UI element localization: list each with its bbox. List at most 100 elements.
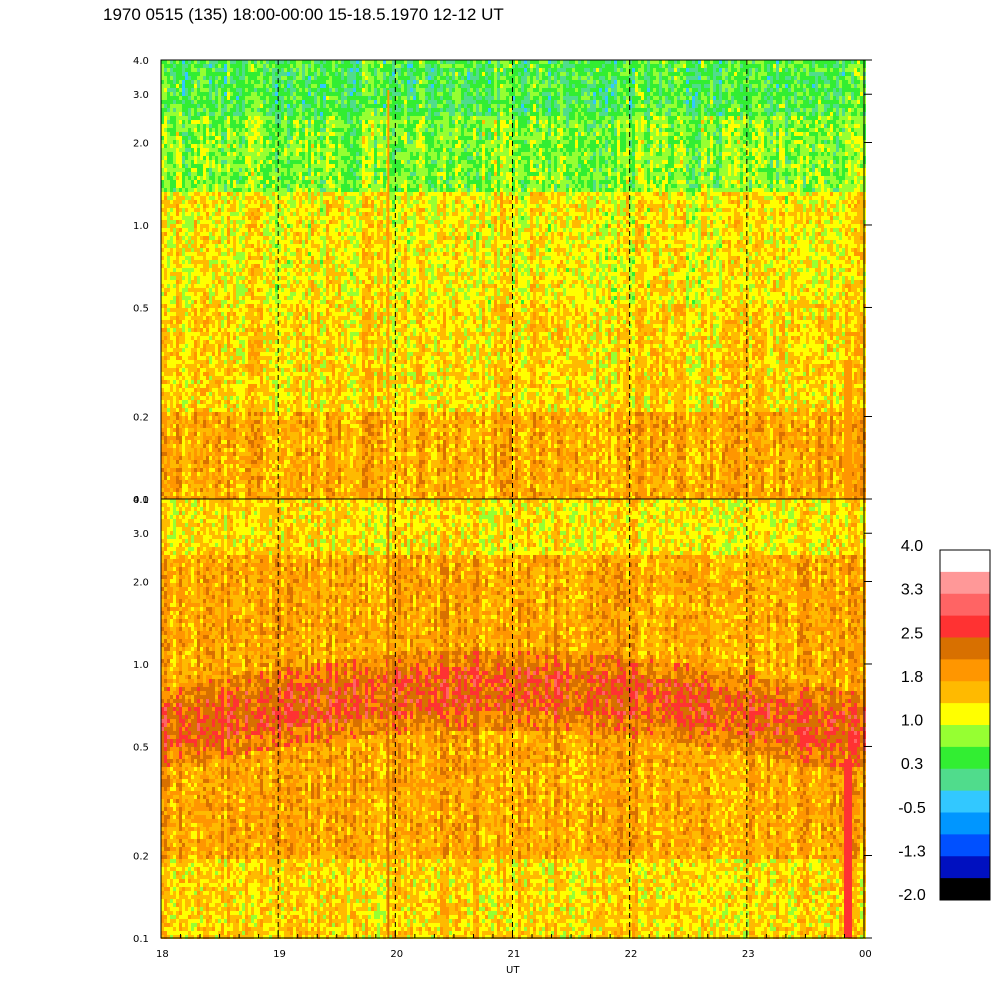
spectrogram-cell — [206, 412, 209, 416]
spectrogram-cell — [206, 476, 209, 480]
spectrogram-cell — [197, 480, 200, 484]
spectrogram-cell — [209, 492, 212, 496]
spectrogram-cell — [164, 408, 167, 412]
spectrogram-cell — [164, 176, 167, 180]
spectrogram-cell — [173, 120, 176, 124]
spectrogram-cell — [200, 480, 203, 484]
spectrogram-cell — [164, 120, 167, 124]
spectrogram-cell — [185, 424, 188, 428]
spectrogram-cell — [188, 480, 191, 484]
spectrogram-cell — [197, 212, 200, 216]
spectrogram-cell — [188, 296, 191, 300]
spectrogram-cell — [200, 320, 203, 324]
spectrogram-cell — [194, 292, 197, 296]
spectrogram-cell — [185, 84, 188, 88]
spectrogram-cell — [209, 392, 212, 396]
spectrogram-cell — [206, 424, 209, 428]
spectrogram-cell — [200, 268, 203, 272]
spectrogram-cell — [203, 148, 206, 152]
spectrogram-cell — [164, 60, 167, 64]
spectrogram-cell — [182, 340, 185, 344]
spectrogram-cell — [179, 420, 182, 424]
spectrogram-cell — [209, 440, 212, 444]
spectrogram-cell — [176, 240, 179, 244]
spectrogram-cell — [173, 224, 176, 228]
spectrogram-cell — [185, 288, 188, 292]
spectrogram-cell — [200, 204, 203, 208]
spectrogram-cell — [191, 288, 194, 292]
spectrogram-cell — [188, 260, 191, 264]
spectrogram-cell — [164, 444, 167, 448]
spectrogram-cell — [203, 236, 206, 240]
spectrogram-cell — [188, 136, 191, 140]
spectrogram-cell — [203, 420, 206, 424]
spectrogram-cell — [191, 240, 194, 244]
spectrogram-cell — [179, 132, 182, 136]
spectrogram-cell — [209, 104, 212, 108]
spectrogram-cell — [188, 228, 191, 232]
spectrogram-cell — [173, 208, 176, 212]
spectrogram-cell — [173, 288, 176, 292]
spectrogram-cell — [182, 152, 185, 156]
spectrogram-cell — [212, 480, 215, 484]
spectrogram-cell — [203, 336, 206, 340]
spectrogram-cell — [170, 448, 173, 452]
spectrogram-cell — [197, 260, 200, 264]
spectrogram-cell — [215, 88, 218, 92]
spectrogram-cell — [191, 60, 194, 64]
spectrogram-cell — [209, 400, 212, 404]
spectrogram-cell — [209, 168, 212, 172]
spectrogram-cell — [191, 260, 194, 264]
spectrogram-cell — [194, 400, 197, 404]
spectrogram-cell — [194, 300, 197, 304]
spectrogram-cell — [206, 212, 209, 216]
spectrogram-cell — [212, 384, 215, 388]
spectrogram-cell — [164, 144, 167, 148]
spectrogram-cell — [194, 452, 197, 456]
spectrogram-cell — [170, 224, 173, 228]
spectrogram-cell — [191, 372, 194, 376]
spectrogram-cell — [197, 144, 200, 148]
spectrogram-cell — [173, 180, 176, 184]
spectrogram-cell — [209, 136, 212, 140]
spectrogram-cell — [167, 456, 170, 460]
spectrogram-cell — [176, 488, 179, 492]
spectrogram-cell — [206, 328, 209, 332]
spectrogram-cell — [170, 200, 173, 204]
spectrogram-cell — [206, 240, 209, 244]
spectrogram-cell — [194, 436, 197, 440]
spectrogram-cell — [203, 472, 206, 476]
spectrogram-cell — [179, 448, 182, 452]
spectrogram-cell — [191, 244, 194, 248]
spectrogram-cell — [176, 460, 179, 464]
spectrogram-cell — [164, 424, 167, 428]
spectrogram-cell — [173, 488, 176, 492]
spectrogram-cell — [200, 424, 203, 428]
spectrogram-cell — [212, 72, 215, 76]
spectrogram-cell — [194, 184, 197, 188]
spectrogram-cell — [209, 236, 212, 240]
spectrogram-cell — [179, 64, 182, 68]
spectrogram-cell — [164, 108, 167, 112]
spectrogram-cell — [167, 216, 170, 220]
spectrogram-cell — [167, 276, 170, 280]
spectrogram-cell — [191, 300, 194, 304]
spectrogram-cell — [194, 356, 197, 360]
spectrogram-cell — [173, 60, 176, 64]
spectrogram-cell — [212, 456, 215, 460]
spectrogram-cell — [209, 420, 212, 424]
spectrogram-cell — [212, 328, 215, 332]
spectrogram-cell — [197, 408, 200, 412]
spectrogram-cell — [191, 444, 194, 448]
spectrogram-cell — [206, 348, 209, 352]
spectrogram-cell — [179, 408, 182, 412]
spectrogram-cell — [200, 64, 203, 68]
spectrogram-cell — [173, 92, 176, 96]
spectrogram-cell — [212, 312, 215, 316]
spectrogram-cell — [191, 156, 194, 160]
spectrogram-cell — [185, 372, 188, 376]
spectrogram-cell — [212, 68, 215, 72]
spectrogram-cell — [206, 156, 209, 160]
spectrogram-cell — [194, 360, 197, 364]
spectrogram-cell — [170, 464, 173, 468]
